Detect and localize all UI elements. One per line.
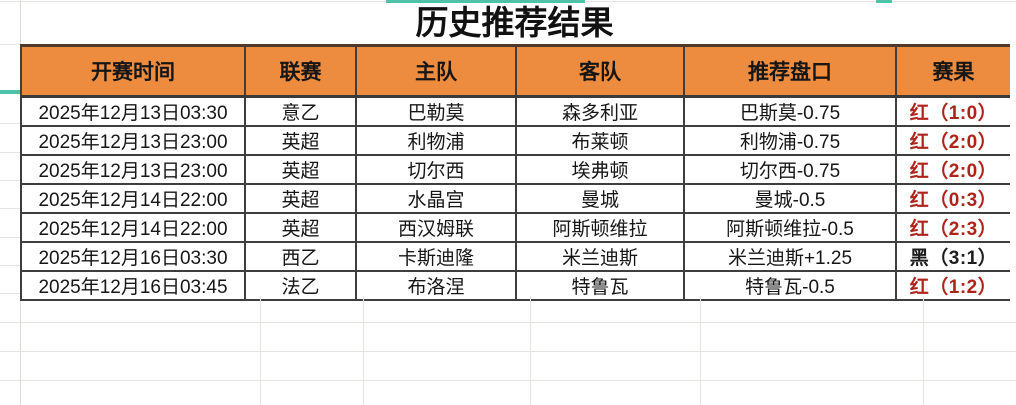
cell-result[interactable]: 红（1:0） [896, 96, 1010, 127]
cell-league[interactable]: 英超 [245, 213, 357, 243]
result-text: 红（2:0） [909, 132, 998, 153]
gridline [0, 380, 1016, 381]
cell-home[interactable]: 卡斯迪隆 [356, 242, 517, 272]
cell-away[interactable]: 特鲁瓦 [516, 271, 685, 301]
gridline [260, 296, 261, 405]
gridline [0, 265, 20, 266]
table-row: 2025年12月14日22:00 英超 西汉姆联 阿斯顿维拉 阿斯顿维拉-0.5… [21, 213, 1010, 243]
cell-time[interactable]: 2025年12月16日03:30 [21, 242, 246, 272]
header-row: 开赛时间 联赛 主队 客队 推荐盘口 赛果 [21, 45, 1010, 98]
cell-result[interactable]: 红（2:3） [896, 213, 1010, 243]
cell-away[interactable]: 曼城 [516, 184, 685, 214]
gridline [700, 296, 701, 405]
result-text: 红（0:3） [909, 190, 998, 211]
gridline [0, 237, 20, 238]
cell-league[interactable]: 英超 [245, 184, 357, 214]
gridline [0, 322, 1016, 323]
gridline [0, 152, 20, 153]
cell-time[interactable]: 2025年12月14日22:00 [21, 184, 246, 214]
cell-result[interactable]: 黑（3:1） [896, 242, 1010, 272]
gridline [0, 44, 20, 45]
cell-result[interactable]: 红（2:0） [896, 155, 1010, 185]
selection-mark [876, 0, 892, 3]
result-text: 黑（3:1） [909, 248, 998, 269]
gridline [530, 296, 531, 405]
cell-league[interactable]: 英超 [245, 155, 357, 185]
cell-result[interactable]: 红（2:0） [896, 126, 1010, 156]
gridline [0, 208, 20, 209]
result-text: 红（2:0） [909, 161, 998, 182]
selection-mark [386, 0, 585, 3]
cell-away[interactable]: 森多利亚 [516, 96, 685, 127]
header-cell-away[interactable]: 客队 [516, 45, 685, 98]
cell-handicap[interactable]: 利物浦-0.75 [684, 126, 897, 156]
cell-home[interactable]: 布洛涅 [356, 271, 517, 301]
cell-away[interactable]: 埃弗顿 [516, 155, 685, 185]
cell-handicap[interactable]: 巴斯莫-0.75 [684, 96, 897, 127]
table-row: 2025年12月16日03:30 西乙 卡斯迪隆 米兰迪斯 米兰迪斯+1.25 … [21, 242, 1010, 272]
cell-time[interactable]: 2025年12月13日23:00 [21, 155, 246, 185]
gridline [363, 296, 364, 405]
sheet-title[interactable]: 历史推荐结果 [415, 4, 614, 41]
result-text: 红（1:0） [909, 103, 998, 124]
cell-away[interactable]: 布莱顿 [516, 126, 685, 156]
cell-home[interactable]: 巴勒莫 [356, 96, 517, 127]
cell-time[interactable]: 2025年12月13日23:00 [21, 126, 246, 156]
cell-home[interactable]: 切尔西 [356, 155, 517, 185]
header-cell-result[interactable]: 赛果 [896, 45, 1010, 98]
gridline [923, 296, 924, 405]
selection-mark [0, 90, 20, 94]
cell-handicap[interactable]: 阿斯顿维拉-0.5 [684, 213, 897, 243]
cell-league[interactable]: 西乙 [245, 242, 357, 272]
gridline [0, 293, 20, 294]
cell-handicap[interactable]: 切尔西-0.75 [684, 155, 897, 185]
table-row: 2025年12月16日03:45 法乙 布洛涅 特鲁瓦 特鲁瓦-0.5 红（1:… [21, 271, 1010, 301]
table-row: 2025年12月14日22:00 英超 水晶宫 曼城 曼城-0.5 红（0:3） [21, 184, 1010, 214]
cell-away[interactable]: 米兰迪斯 [516, 242, 685, 272]
row-number-gutter [0, 0, 21, 405]
gridline [0, 351, 1016, 352]
cell-home[interactable]: 西汉姆联 [356, 213, 517, 243]
cell-home[interactable]: 水晶宫 [356, 184, 517, 214]
table-row: 2025年12月13日03:30 意乙 巴勒莫 森多利亚 巴斯莫-0.75 红（… [21, 96, 1010, 127]
cell-handicap[interactable]: 特鲁瓦-0.5 [684, 271, 897, 301]
cell-result[interactable]: 红（1:2） [896, 271, 1010, 301]
result-text: 红（2:3） [909, 219, 998, 240]
gridline [0, 123, 20, 124]
gridline [0, 180, 20, 181]
cell-league[interactable]: 意乙 [245, 96, 357, 127]
cell-time[interactable]: 2025年12月14日22:00 [21, 213, 246, 243]
cell-league[interactable]: 法乙 [245, 271, 357, 301]
cell-time[interactable]: 2025年12月16日03:45 [21, 271, 246, 301]
cell-away[interactable]: 阿斯顿维拉 [516, 213, 685, 243]
table-row: 2025年12月13日23:00 英超 利物浦 布莱顿 利物浦-0.75 红（2… [21, 126, 1010, 156]
header-cell-handicap[interactable]: 推荐盘口 [684, 45, 897, 98]
cell-league[interactable]: 英超 [245, 126, 357, 156]
cell-result[interactable]: 红（0:3） [896, 184, 1010, 214]
result-text: 红（1:2） [909, 277, 998, 298]
results-table: 开赛时间 联赛 主队 客队 推荐盘口 赛果 2025年12月13日03:30 意… [20, 44, 1010, 301]
header-cell-time[interactable]: 开赛时间 [21, 45, 246, 98]
cell-time[interactable]: 2025年12月13日03:30 [21, 96, 246, 127]
header-cell-league[interactable]: 联赛 [245, 45, 357, 98]
table-row: 2025年12月13日23:00 英超 切尔西 埃弗顿 切尔西-0.75 红（2… [21, 155, 1010, 185]
cell-home[interactable]: 利物浦 [356, 126, 517, 156]
cell-handicap[interactable]: 曼城-0.5 [684, 184, 897, 214]
cell-handicap[interactable]: 米兰迪斯+1.25 [684, 242, 897, 272]
header-cell-home[interactable]: 主队 [356, 45, 517, 98]
